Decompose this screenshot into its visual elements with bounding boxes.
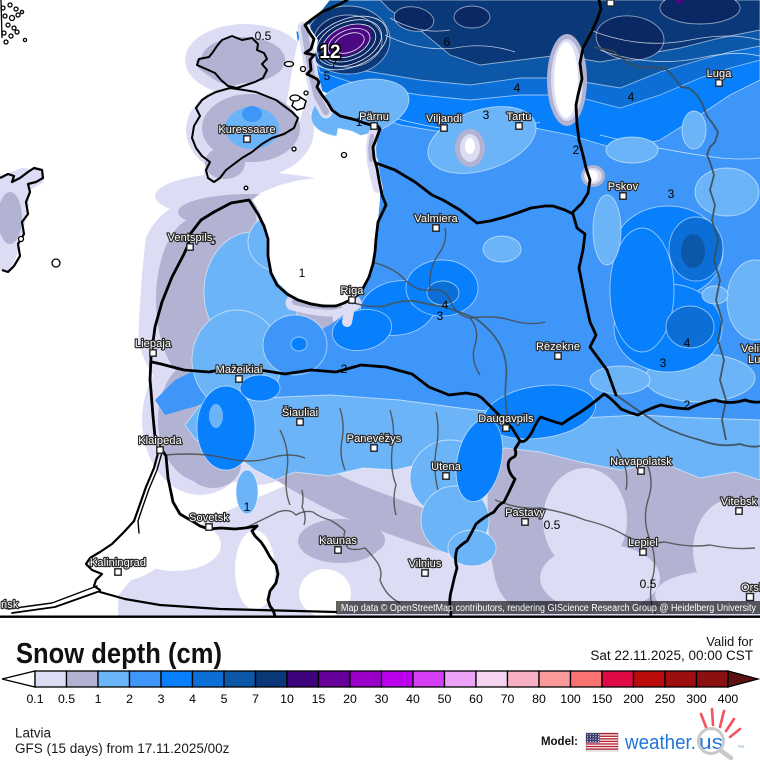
svg-text:2: 2	[126, 692, 133, 706]
svg-text:Šiauliai: Šiauliai	[282, 406, 318, 419]
svg-text:Rēzekne: Rēzekne	[536, 341, 580, 353]
svg-text:Ventspils: Ventspils	[168, 232, 213, 244]
svg-text:6: 6	[444, 35, 451, 49]
svg-text:40: 40	[406, 692, 420, 706]
svg-text:Luki: Luki	[748, 354, 760, 366]
svg-text:GFS (15 days) from 17.11.2025: GFS (15 days) from 17.11.2025/00z	[15, 741, 230, 756]
svg-text:Sat 22.11.2025, 00:00 CST: Sat 22.11.2025, 00:00 CST	[590, 648, 753, 663]
svg-text:™: ™	[737, 745, 744, 752]
svg-text:2: 2	[341, 362, 348, 376]
svg-text:10: 10	[280, 692, 294, 706]
svg-text:4: 4	[189, 692, 196, 706]
svg-text:1: 1	[95, 692, 102, 706]
svg-text:Velik: Velik	[741, 343, 760, 355]
svg-text:20: 20	[343, 692, 357, 706]
svg-text:5: 5	[324, 69, 331, 83]
svg-text:Mažeikiai: Mažeikiai	[216, 364, 263, 376]
svg-text:Model:: Model:	[541, 736, 578, 748]
svg-text:0.5: 0.5	[255, 29, 272, 43]
svg-text:Pärnu: Pärnu	[359, 111, 389, 123]
svg-text:weather.: weather.	[624, 732, 696, 754]
svg-text:Kaunas: Kaunas	[319, 535, 357, 547]
svg-text:Liepaja: Liepaja	[135, 338, 172, 350]
svg-text:2: 2	[573, 143, 580, 157]
svg-text:Snow depth (cm): Snow depth (cm)	[16, 638, 222, 670]
svg-text:Vilnius: Vilnius	[409, 558, 442, 570]
svg-text:Pskov: Pskov	[608, 181, 639, 193]
svg-text:Navapolatsk: Navapolatsk	[610, 456, 672, 468]
svg-text:150: 150	[592, 692, 613, 706]
svg-text:Klaipeda: Klaipeda	[138, 435, 182, 447]
svg-text:1: 1	[356, 115, 363, 129]
svg-text:Luga: Luga	[707, 68, 733, 80]
svg-text:us: us	[699, 732, 723, 754]
svg-text:5: 5	[210, 234, 217, 248]
svg-text:0.5: 0.5	[58, 692, 75, 706]
svg-text:30: 30	[375, 692, 389, 706]
svg-text:15: 15	[312, 692, 326, 706]
svg-text:0.5: 0.5	[640, 577, 657, 591]
svg-text:Orsha: Orsha	[741, 582, 760, 594]
svg-text:Valid for: Valid for	[706, 634, 753, 649]
svg-text:300: 300	[686, 692, 707, 706]
svg-text:100: 100	[560, 692, 581, 706]
svg-text:3: 3	[437, 309, 444, 323]
svg-text:2: 2	[684, 398, 691, 412]
svg-text:Viljandi: Viljandi	[426, 113, 462, 125]
svg-text:Utena: Utena	[431, 461, 462, 473]
svg-text:3: 3	[158, 692, 165, 706]
svg-text:Vitebsk: Vitebsk	[721, 496, 758, 508]
svg-text:70: 70	[501, 692, 515, 706]
svg-text:50: 50	[438, 692, 452, 706]
svg-text:0.5: 0.5	[544, 518, 561, 532]
svg-text:Latvia: Latvia	[15, 726, 52, 741]
svg-text:Lepiel: Lepiel	[628, 537, 658, 549]
svg-text:Daugavpils: Daugavpils	[478, 413, 534, 425]
svg-text:Sovetsk: Sovetsk	[189, 512, 229, 524]
svg-text:4: 4	[442, 298, 449, 312]
svg-text:7: 7	[331, 57, 338, 71]
svg-text:Tartu: Tartu	[507, 111, 532, 123]
svg-text:Pastavy: Pastavy	[505, 507, 545, 519]
svg-text:4: 4	[628, 90, 635, 104]
svg-text:60: 60	[469, 692, 483, 706]
svg-text:Kuressaare: Kuressaare	[218, 124, 275, 136]
svg-text:4: 4	[684, 336, 691, 350]
svg-text:200: 200	[623, 692, 644, 706]
svg-text:Valmiera: Valmiera	[414, 213, 458, 225]
svg-text:Riga: Riga	[340, 285, 364, 297]
svg-text:12: 12	[319, 42, 340, 63]
svg-text:7: 7	[252, 692, 259, 706]
svg-text:Kaliningrad: Kaliningrad	[90, 557, 146, 569]
svg-text:400: 400	[718, 692, 739, 706]
svg-text:3: 3	[668, 187, 675, 201]
svg-text:5: 5	[221, 692, 228, 706]
svg-text:3: 3	[660, 356, 667, 370]
svg-text:3: 3	[483, 108, 490, 122]
svg-text:Map data © OpenStreetMap contr: Map data © OpenStreetMap contributors, r…	[341, 603, 756, 614]
svg-text:4: 4	[514, 81, 521, 95]
svg-text:0.1: 0.1	[26, 692, 43, 706]
svg-text:Panevėžys: Panevėžys	[347, 433, 402, 445]
svg-text:250: 250	[655, 692, 676, 706]
svg-text:1: 1	[299, 266, 306, 280]
svg-text:ńsk: ńsk	[1, 599, 19, 611]
svg-text:1: 1	[244, 500, 251, 514]
svg-text:80: 80	[532, 692, 546, 706]
